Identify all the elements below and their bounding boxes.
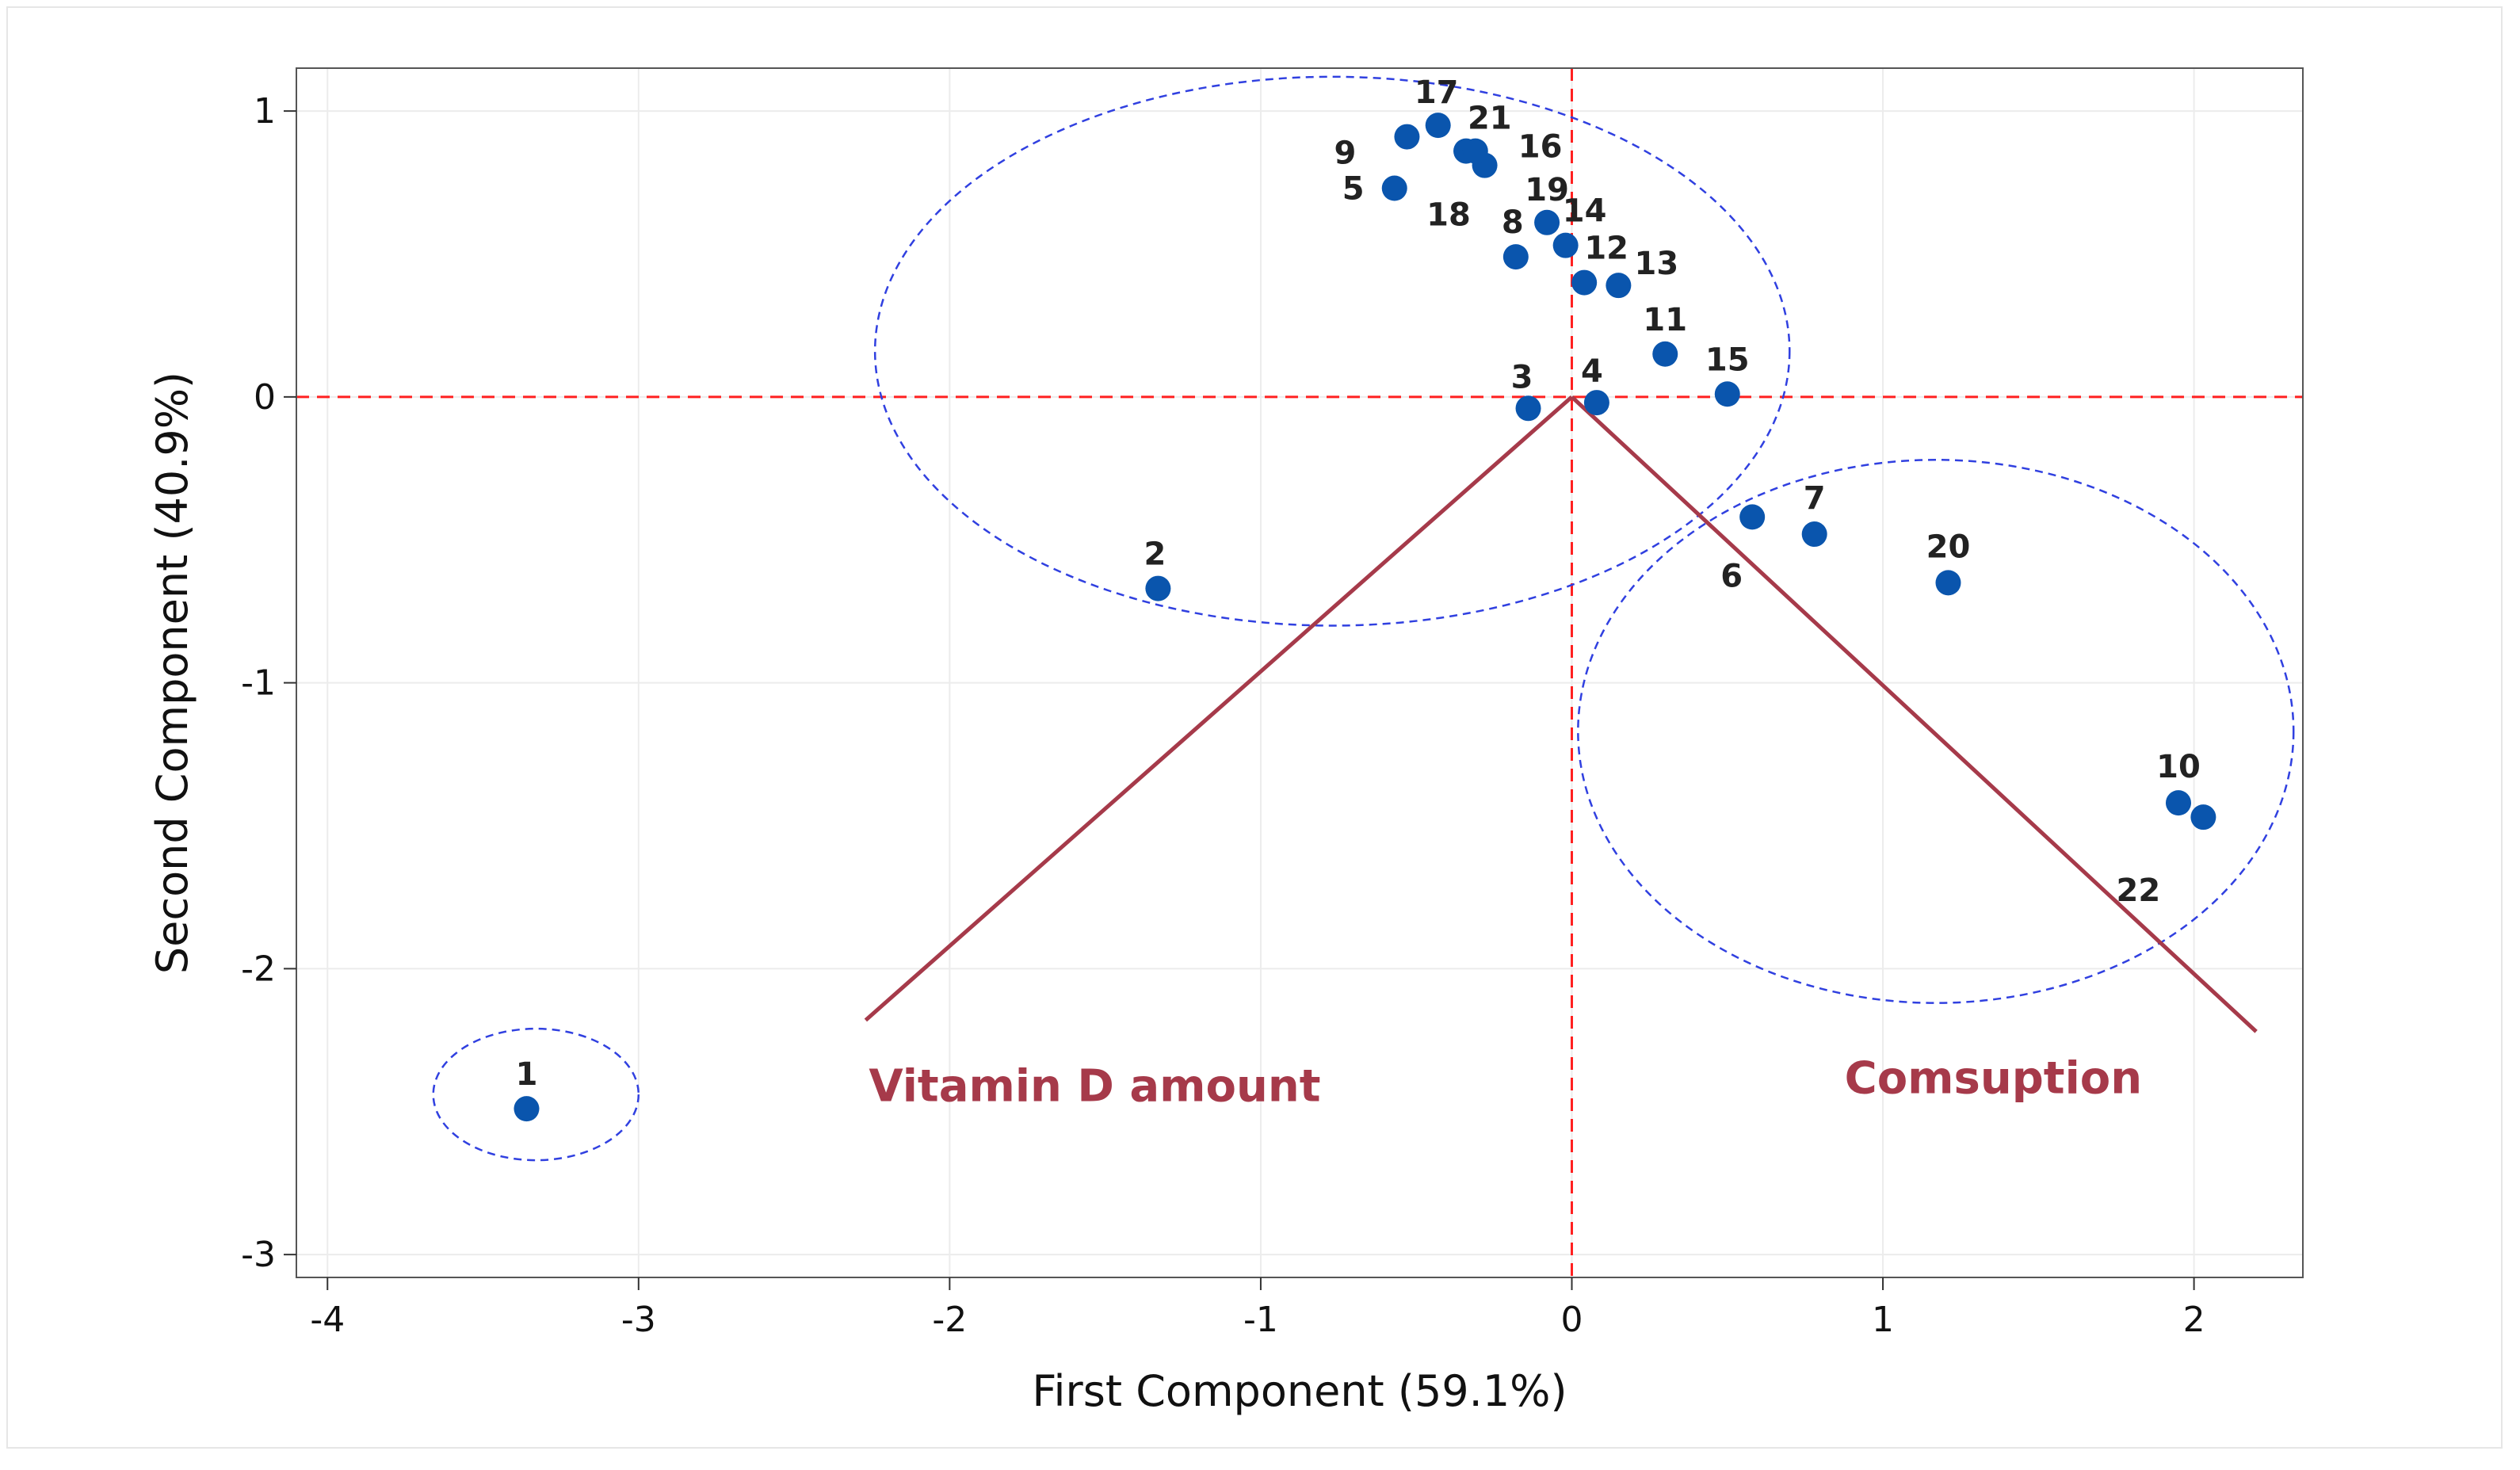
y-axis-title: Second Component (40.9%) <box>147 372 197 974</box>
y-tick-label: 0 <box>254 377 276 418</box>
data-point <box>1583 390 1609 416</box>
cluster-ellipse <box>1577 458 2295 1004</box>
data-point-label: 8 <box>1502 204 1524 241</box>
data-point <box>1652 341 1678 367</box>
data-point <box>1145 575 1171 601</box>
loading-vector-line <box>864 395 1574 1022</box>
data-point <box>514 1096 540 1122</box>
x-tick-label: 0 <box>1560 1300 1583 1340</box>
data-point-label: 5 <box>1342 171 1365 208</box>
vector-label-consumption: Comsuption <box>1845 1053 2143 1105</box>
data-point <box>1502 244 1529 270</box>
data-point-label: 4 <box>1581 353 1603 390</box>
data-point <box>1381 175 1407 201</box>
data-point <box>1935 570 1961 596</box>
data-point-label: 20 <box>1926 529 1971 565</box>
data-point-label: 17 <box>1415 74 1459 111</box>
loading-vectors: Vitamin D amount Comsuption <box>864 395 2258 1112</box>
x-axis-title: First Component (59.1%) <box>1032 1366 1567 1416</box>
figure-frame <box>6 6 2503 1449</box>
y-tick-label: -1 <box>241 663 276 704</box>
data-point <box>2165 790 2191 816</box>
data-point-label: 3 <box>1511 359 1533 395</box>
vector-label-vitamin-d: Vitamin D amount <box>869 1060 1320 1112</box>
data-point <box>1515 395 1541 422</box>
data-point-label: 18 <box>1426 197 1471 234</box>
cluster-ellipse <box>873 75 1791 627</box>
data-point-label: 13 <box>1635 246 1679 282</box>
data-point-label: 6 <box>1720 558 1743 594</box>
x-tick-label: -1 <box>1243 1300 1278 1340</box>
data-point <box>1801 521 1827 548</box>
data-point-label: 22 <box>2117 872 2161 909</box>
data-point <box>1534 209 1560 235</box>
x-tick-label: -4 <box>310 1300 345 1340</box>
data-point-label: 1 <box>516 1056 538 1093</box>
loading-vector-line <box>1570 395 2258 1033</box>
x-tick-label: 2 <box>2183 1300 2205 1340</box>
data-point-label: 14 <box>1563 193 1607 230</box>
y-tick-label: 1 <box>254 91 276 132</box>
axis-ticks: -4 -3 -2 -1 0 1 2-3-2-101 <box>241 91 2205 1340</box>
data-point <box>1462 138 1488 164</box>
data-point-label: 15 <box>1705 342 1750 378</box>
data-point <box>1606 273 1632 299</box>
data-point-label: 12 <box>1584 231 1628 267</box>
data-point-label: 7 <box>1804 480 1826 517</box>
cluster-ellipse <box>432 1027 640 1162</box>
data-point-label: 21 <box>1468 101 1512 137</box>
data-point-label: 11 <box>1643 302 1687 338</box>
data-point <box>1739 504 1766 530</box>
data-point-label: 2 <box>1144 536 1166 573</box>
data-point <box>1394 124 1420 150</box>
data-point-label: 10 <box>2156 749 2201 785</box>
data-point-label: 9 <box>1334 136 1357 172</box>
x-tick-label: -2 <box>932 1300 967 1340</box>
reference-lines <box>296 68 2303 1277</box>
x-tick-label: 1 <box>1872 1300 1894 1340</box>
data-point <box>2190 804 2216 830</box>
grid-lines <box>296 68 2303 1277</box>
data-point <box>1571 269 1598 296</box>
x-tick-label: -3 <box>621 1300 656 1340</box>
data-point <box>1425 113 1451 139</box>
plot-border <box>296 67 2304 1278</box>
cluster-ellipses <box>432 75 2295 1162</box>
data-point-label: 16 <box>1518 129 1563 166</box>
y-tick-label: -2 <box>241 949 276 989</box>
data-point <box>1714 381 1740 407</box>
data-point-label: 19 <box>1525 172 1569 208</box>
data-point <box>1552 232 1579 258</box>
y-tick-label: -3 <box>241 1235 276 1275</box>
